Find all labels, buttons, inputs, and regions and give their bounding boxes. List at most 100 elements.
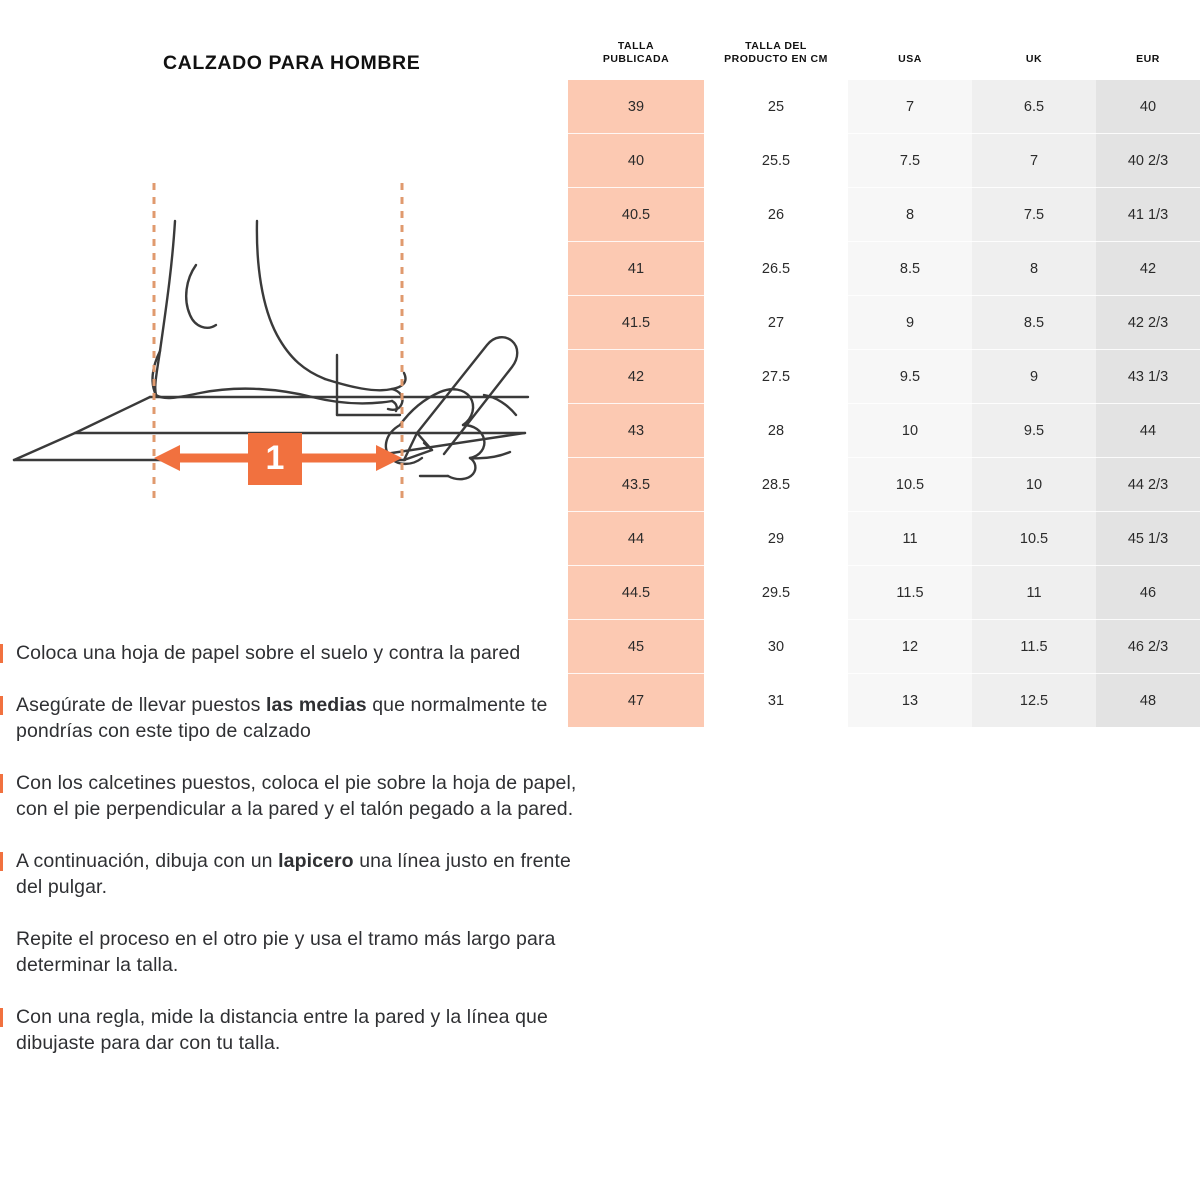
- column-header-2: USA: [848, 34, 972, 80]
- instruction-text-segment: Asegúrate de llevar puestos: [16, 693, 266, 716]
- column-header-line: EUR: [1136, 53, 1160, 65]
- table-cell: 27.5: [704, 349, 848, 404]
- table-cell: 48: [1096, 673, 1200, 727]
- table-cell: 8.5: [848, 241, 972, 296]
- instruction-step-repeat: Repite el proceso en el otro pie y usa e…: [0, 926, 590, 978]
- table-row: 44 29 11 10.5 45 1/3: [568, 511, 1200, 566]
- table-row: 43.5 28.5 10.5 10 44 2/3: [568, 457, 1200, 512]
- table-cell: 30: [704, 619, 848, 674]
- column-header-0: TALLA PUBLICADA: [568, 34, 704, 80]
- column-header-3: UK: [972, 34, 1096, 80]
- table-cell: 9.5: [848, 349, 972, 404]
- table-cell: 43: [568, 403, 704, 458]
- bullet-marker-icon: [0, 643, 3, 663]
- table-cell: 46: [1096, 565, 1200, 620]
- table-cell: 44.5: [568, 565, 704, 620]
- table-cell: 45: [568, 619, 704, 674]
- table-cell: 42: [568, 349, 704, 404]
- instruction-text-segment: Repite el proceso en el otro pie y usa e…: [16, 927, 556, 976]
- table-cell: 29.5: [704, 565, 848, 620]
- instruction-text-segment: las medias: [265, 693, 367, 716]
- table-cell: 40: [568, 133, 704, 188]
- table-cell: 12.5: [972, 673, 1096, 727]
- table-cell: 11: [848, 511, 972, 566]
- table-cell: 46 2/3: [1096, 619, 1200, 674]
- table-cell: 27: [704, 295, 848, 350]
- instruction-text-segment: Con los calcetines puestos, coloca el pi…: [16, 771, 577, 820]
- table-cell: 41.5: [568, 295, 704, 350]
- column-header-line: TALLA DEL: [745, 40, 807, 52]
- table-cell: 11: [972, 565, 1096, 620]
- measure-badge-label: 1: [266, 439, 285, 477]
- table-cell: 6.5: [972, 80, 1096, 134]
- table-cell: 11.5: [972, 619, 1096, 674]
- table-cell: 39: [568, 80, 704, 134]
- table-cell: 44: [568, 511, 704, 566]
- instruction-text-segment: lapicero: [278, 849, 354, 872]
- table-cell: 45 1/3: [1096, 511, 1200, 566]
- instruction-text-segment: Con una regla, mide la distancia entre l…: [16, 1005, 548, 1054]
- table-cell: 13: [848, 673, 972, 727]
- instruction-step-measure: Con una regla, mide la distancia entre l…: [0, 1004, 590, 1056]
- table-cell: 26: [704, 187, 848, 242]
- table-cell: 7.5: [848, 133, 972, 188]
- table-row: 43 28 10 9.5 44: [568, 403, 1200, 458]
- table-cell: 40: [1096, 80, 1200, 134]
- table-cell: 44 2/3: [1096, 457, 1200, 512]
- foot-measurement-diagram: 1: [0, 175, 560, 515]
- column-header-line: PUBLICADA: [602, 53, 670, 65]
- table-row: 40.5 26 8 7.5 41 1/3: [568, 187, 1200, 242]
- table-row: 44.5 29.5 11.5 11 46: [568, 565, 1200, 620]
- bullet-marker-icon: [0, 695, 3, 715]
- left-panel: CALZADO PARA HOMBRE: [0, 0, 580, 1200]
- column-header-line: UK: [1025, 53, 1043, 65]
- table-cell: 25: [704, 80, 848, 134]
- table-cell: 9: [848, 295, 972, 350]
- instructions-list: Coloca una hoja de papel sobre el suelo …: [0, 620, 590, 1082]
- table-row: 42 27.5 9.5 9 43 1/3: [568, 349, 1200, 404]
- table-cell: 28.5: [704, 457, 848, 512]
- table-cell: 43 1/3: [1096, 349, 1200, 404]
- table-row: 39 25 7 6.5 40: [568, 80, 1200, 134]
- table-cell: 7: [848, 80, 972, 134]
- instruction-step-socks: Asegúrate de llevar puestos las medias q…: [0, 692, 590, 744]
- table-cell: 40.5: [568, 187, 704, 242]
- table-cell: 10.5: [972, 511, 1096, 566]
- table-cell: 28: [704, 403, 848, 458]
- instruction-text-segment: que normalmente te pondrías con este tip…: [16, 693, 548, 742]
- table-row: 41 26.5 8.5 8 42: [568, 241, 1200, 296]
- column-header-line: PRODUCTO EN CM: [724, 53, 828, 65]
- column-header-1: TALLA DEL PRODUCTO EN CM: [704, 34, 848, 80]
- table-cell: 42: [1096, 241, 1200, 296]
- table-cell: 11.5: [848, 565, 972, 620]
- page-title: CALZADO PARA HOMBRE: [163, 52, 421, 74]
- column-header-line: USA: [898, 53, 922, 65]
- table-cell: 8: [972, 241, 1096, 296]
- table-cell: 43.5: [568, 457, 704, 512]
- table-row: 40 25.5 7.5 7 40 2/3: [568, 133, 1200, 188]
- table-cell: 9: [972, 349, 1096, 404]
- table-cell: 12: [848, 619, 972, 674]
- instruction-text-segment: A continuación, dibuja con un: [16, 849, 279, 872]
- table-row: 41.5 27 9 8.5 42 2/3: [568, 295, 1200, 350]
- table-cell: 47: [568, 673, 704, 727]
- bullet-marker-icon: [0, 851, 3, 871]
- table-cell: 31: [704, 673, 848, 727]
- instruction-step-draw-line: A continuación, dibuja con un lapicero u…: [0, 848, 590, 900]
- table-cell: 8.5: [972, 295, 1096, 350]
- table-cell: 10.5: [848, 457, 972, 512]
- instruction-step-place-foot: Con los calcetines puestos, coloca el pi…: [0, 770, 590, 822]
- table-cell: 41 1/3: [1096, 187, 1200, 242]
- column-header-4: EUR: [1096, 34, 1200, 80]
- bullet-marker-icon: [0, 773, 3, 793]
- table-cell: 41: [568, 241, 704, 296]
- size-table-header: TALLA PUBLICADA TALLA DEL PRODUCTO EN CM USA…: [568, 34, 1200, 80]
- table-cell: 7.5: [972, 187, 1096, 242]
- instruction-text-segment: Coloca una hoja de papel sobre el suelo …: [16, 641, 521, 664]
- size-table-wrapper: TALLA PUBLICADA TALLA DEL PRODUCTO EN CM USA…: [568, 34, 1200, 727]
- table-cell: 29: [704, 511, 848, 566]
- table-row: 45 30 12 11.5 46 2/3: [568, 619, 1200, 674]
- table-cell: 25.5: [704, 133, 848, 188]
- table-cell: 8: [848, 187, 972, 242]
